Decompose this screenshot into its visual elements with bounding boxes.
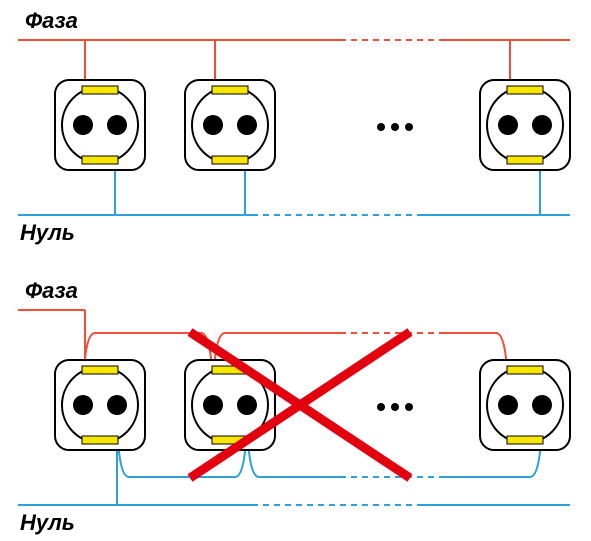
ellipsis <box>377 403 413 411</box>
phase-label: Фаза <box>25 278 78 303</box>
phase-label: Фаза <box>25 8 78 33</box>
socket <box>480 360 570 450</box>
socket <box>55 80 145 170</box>
socket <box>55 360 145 450</box>
socket <box>480 80 570 170</box>
socket <box>185 360 275 450</box>
null-label: Нуль <box>20 220 75 245</box>
null-label: Нуль <box>20 510 75 535</box>
ellipsis <box>377 123 413 131</box>
socket <box>185 80 275 170</box>
